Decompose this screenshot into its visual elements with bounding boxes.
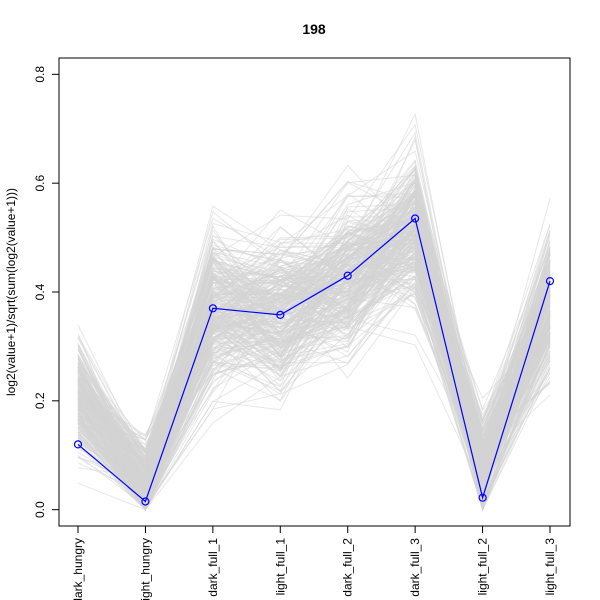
y-axis: 0.0 0.2 0.4 0.6 0.8 <box>33 66 60 518</box>
x-tick-label: dark_full_1 <box>206 538 220 597</box>
y-axis-title: log2(value+1)/sqrt(sum(log2(value+1))) <box>4 188 18 396</box>
series-layer <box>73 214 555 506</box>
background-line <box>77 194 551 454</box>
background-line <box>77 209 551 465</box>
data-point <box>73 440 83 449</box>
y-tick-label: 0.0 <box>33 501 47 518</box>
y-tick-label: 0.4 <box>33 283 47 300</box>
background-line <box>77 239 551 512</box>
x-tick-label: light_full_2 <box>476 538 490 596</box>
background-line <box>77 244 551 496</box>
x-tick-label: dark_full_2 <box>341 538 355 597</box>
series-line <box>77 217 551 503</box>
x-tick-label: light_full_3 <box>543 538 557 596</box>
data-point <box>141 497 150 506</box>
background-lines <box>77 112 551 512</box>
y-tick-label: 0.8 <box>33 66 47 83</box>
background-line <box>77 249 551 505</box>
background-line <box>77 217 551 454</box>
y-tick-label: 0.2 <box>33 392 47 409</box>
data-point <box>208 304 217 313</box>
x-tick-label: dark_hungry <box>71 538 85 600</box>
background-line <box>77 237 551 491</box>
background-line <box>77 221 551 511</box>
background-line <box>77 207 551 454</box>
data-point <box>411 214 420 223</box>
data-point <box>343 271 352 280</box>
y-tick-label: 0.6 <box>33 175 47 192</box>
background-line <box>77 272 551 508</box>
data-point <box>545 277 555 286</box>
background-line <box>77 164 551 486</box>
background-line <box>77 255 551 511</box>
data-point <box>478 493 487 502</box>
x-tick-label: light_full_1 <box>273 538 287 596</box>
background-line <box>77 168 551 478</box>
chart-title: 198 <box>302 21 326 37</box>
x-tick-label: light_hungry <box>138 538 152 600</box>
x-tick-label: dark_full_3 <box>408 538 422 597</box>
data-point <box>276 310 285 319</box>
x-axis: dark_hungry light_hungry dark_full_1 light_… <box>71 525 557 600</box>
